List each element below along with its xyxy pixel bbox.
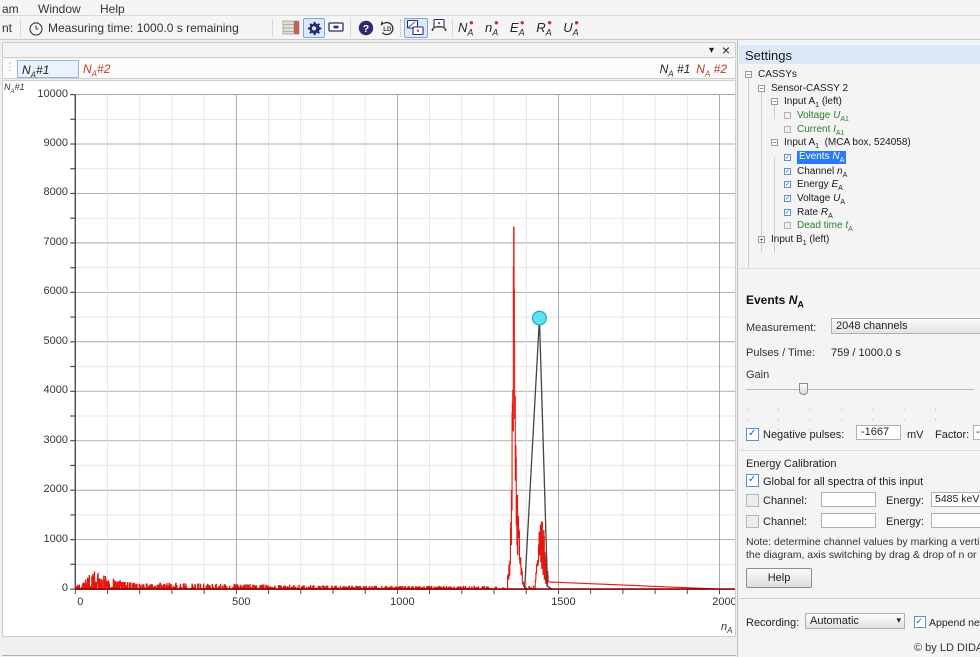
svg-text:LD: LD	[383, 27, 392, 33]
svg-text:?: ?	[363, 23, 369, 35]
